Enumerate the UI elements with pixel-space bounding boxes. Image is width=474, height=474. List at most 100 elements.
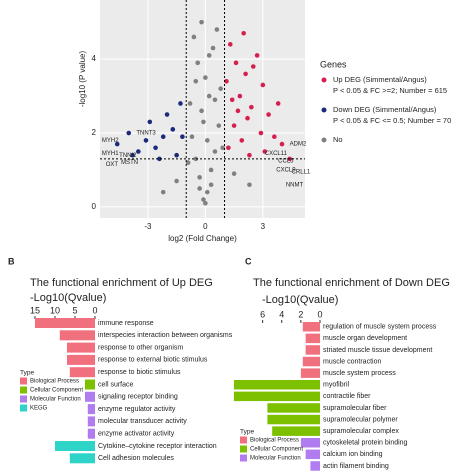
bar — [59, 330, 95, 341]
point — [229, 97, 235, 103]
legend-note: P < 0.05 & FC <= 0.5; Number = 70 — [333, 116, 451, 125]
category-label: muscle organ development — [323, 335, 407, 342]
gene-label: MYH2 — [102, 138, 119, 144]
point — [249, 104, 254, 110]
point — [235, 108, 241, 114]
category-label: muscle contraction — [323, 358, 381, 365]
point — [206, 93, 212, 99]
legend-swatch — [321, 77, 327, 83]
bar — [302, 356, 320, 367]
point — [208, 167, 214, 173]
point — [126, 130, 132, 136]
category-label: myofibril — [323, 382, 350, 389]
point — [206, 53, 212, 58]
point — [212, 97, 218, 103]
x-tick-label: 2 — [298, 309, 303, 319]
gene-label: ADM2 — [290, 142, 307, 148]
x-tick-label: 4 — [279, 309, 284, 319]
gene-label: MYH1 — [102, 151, 119, 157]
point — [199, 19, 204, 25]
chart-title: The functional enrichment of Up DEG — [30, 277, 213, 289]
panel-label: C — [245, 256, 252, 266]
category-label: regulation of muscle system process — [323, 324, 437, 331]
x-tick-label: 0 — [203, 222, 208, 231]
bar — [35, 318, 95, 328]
category-label: response to biotic stimulus — [98, 369, 181, 376]
point — [262, 149, 268, 154]
legend-label: Up DEG (Simmental/Angus) — [333, 75, 427, 84]
x-tick-label: 5 — [72, 305, 77, 315]
point — [266, 112, 271, 117]
point — [203, 200, 208, 206]
point — [189, 134, 195, 140]
point — [178, 101, 183, 106]
gene-label: CCL5 — [278, 158, 294, 164]
point — [157, 156, 162, 162]
legend-label: Molecular Function — [30, 397, 81, 403]
point — [201, 119, 206, 125]
point — [114, 141, 120, 147]
legend-label: Biological Process — [30, 379, 79, 385]
category-label: striated muscle tissue development — [323, 347, 432, 354]
legend-label: Cellular Component — [30, 388, 83, 394]
point — [247, 182, 252, 188]
legend-note: P < 0.05 & FC >=2; Number = 615 — [333, 86, 447, 95]
point — [258, 130, 264, 136]
point — [247, 152, 252, 158]
category-label: interspecies interaction between organis… — [98, 332, 233, 339]
point — [208, 182, 214, 188]
bar — [55, 441, 95, 451]
point — [170, 127, 176, 132]
gene-label: CRLL1 — [292, 169, 311, 175]
bar — [85, 391, 95, 402]
category-label: Cell adhesion molecules — [98, 455, 174, 462]
category-label: Cytokine–cytokine receptor interaction — [98, 443, 217, 450]
y-tick-label: 0 — [92, 202, 97, 211]
legend-swatch — [240, 454, 247, 462]
point — [212, 149, 218, 154]
point — [143, 138, 149, 143]
point — [239, 138, 245, 143]
y-tick-label: 2 — [92, 128, 97, 137]
category-label: cell surface — [98, 381, 134, 388]
category-label: immune response — [98, 320, 154, 327]
point — [254, 53, 260, 58]
category-label: supramolecular fiber — [323, 405, 387, 412]
bar — [272, 426, 320, 436]
point — [160, 189, 166, 195]
gene-label: CXCL11 — [265, 151, 288, 157]
x-tick-label: -3 — [144, 222, 152, 231]
bar — [300, 438, 320, 448]
gene-label: CXCL9 — [276, 168, 296, 174]
legend-label: Molecular Function — [250, 456, 301, 462]
point — [231, 123, 237, 128]
bar — [67, 354, 95, 365]
point — [260, 82, 266, 88]
bar — [267, 414, 320, 425]
legend-label: Cellular Component — [250, 447, 303, 453]
point — [193, 78, 199, 84]
point — [245, 115, 250, 121]
point — [136, 149, 141, 154]
category-label: supramolecular polymer — [323, 416, 398, 423]
point — [185, 160, 191, 165]
category-label: response to other organism — [98, 344, 183, 351]
legend-title: Genes — [320, 59, 347, 69]
point — [226, 145, 231, 151]
point — [199, 108, 204, 114]
category-label: signaling receptor binding — [98, 394, 178, 401]
point — [201, 197, 206, 202]
x-tick-label: 0 — [92, 305, 97, 315]
category-label: supramolecular complex — [323, 428, 399, 435]
point — [197, 186, 202, 191]
point — [279, 141, 285, 147]
point — [243, 71, 248, 77]
point — [191, 34, 197, 40]
point — [197, 175, 202, 180]
x-tick-label: 0 — [317, 309, 322, 319]
point — [164, 112, 170, 117]
bar — [69, 453, 95, 464]
bar — [267, 403, 320, 413]
legend-swatch — [321, 137, 327, 143]
